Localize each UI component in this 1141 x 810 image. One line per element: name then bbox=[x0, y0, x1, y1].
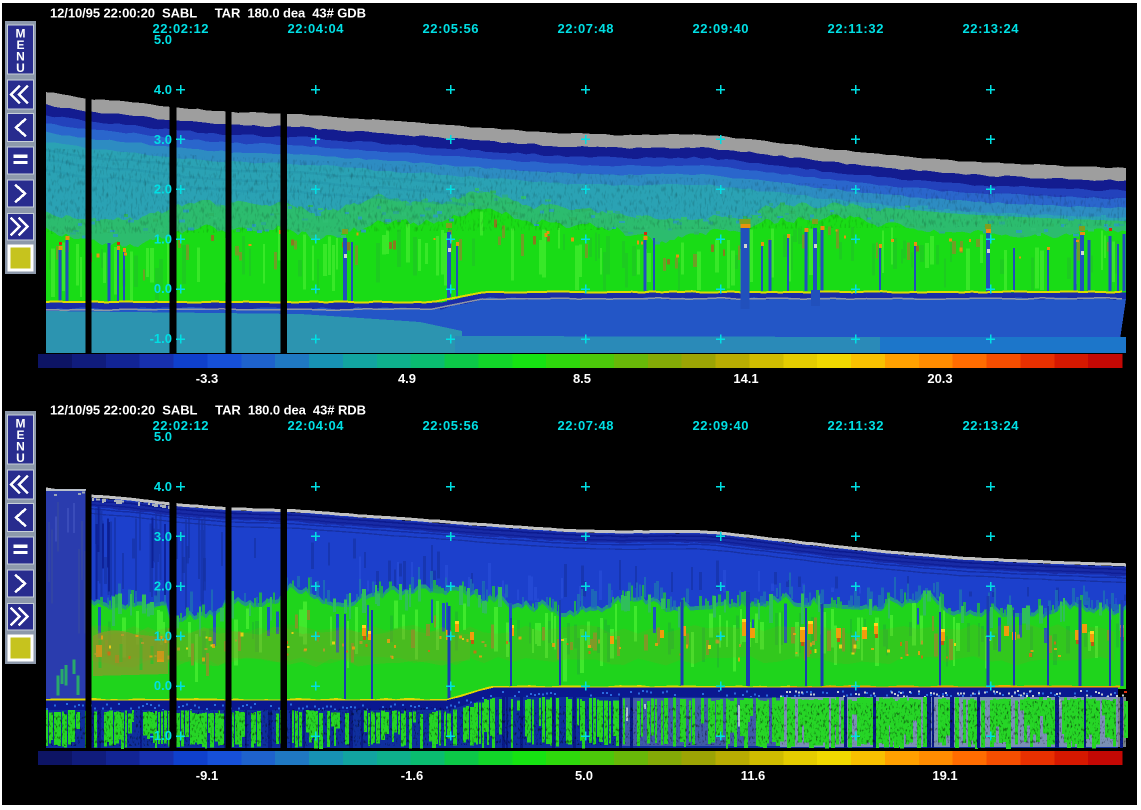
svg-text:12/10/95 22:00:20 SABL TA: 12/10/95 22:00:20 SABL TAR 180.0 dea 43#… bbox=[50, 403, 366, 418]
svg-text:22:09:40: 22:09:40 bbox=[693, 21, 749, 36]
svg-text:4.0: 4.0 bbox=[154, 82, 172, 97]
svg-text:5.0: 5.0 bbox=[575, 768, 593, 783]
svg-text:N: N bbox=[16, 50, 25, 64]
svg-text:-3.3: -3.3 bbox=[196, 371, 218, 386]
svg-text:-1.0: -1.0 bbox=[150, 728, 172, 743]
svg-text:2.0: 2.0 bbox=[154, 182, 172, 197]
svg-text:22:09:40: 22:09:40 bbox=[693, 418, 749, 433]
svg-text:3.0: 3.0 bbox=[154, 529, 172, 544]
svg-text:-9.1: -9.1 bbox=[196, 768, 218, 783]
svg-text:4.0: 4.0 bbox=[154, 479, 172, 494]
svg-text:U: U bbox=[16, 451, 25, 465]
svg-text:22:07:48: 22:07:48 bbox=[558, 418, 614, 433]
svg-text:22:07:48: 22:07:48 bbox=[558, 21, 614, 36]
svg-text:22:13:24: 22:13:24 bbox=[963, 21, 1020, 36]
svg-text:22:05:56: 22:05:56 bbox=[423, 21, 479, 36]
svg-text:4.9: 4.9 bbox=[398, 371, 416, 386]
svg-text:-1.6: -1.6 bbox=[401, 768, 423, 783]
svg-text:22:11:32: 22:11:32 bbox=[828, 21, 884, 36]
svg-text:22:11:32: 22:11:32 bbox=[828, 418, 884, 433]
svg-text:5.0: 5.0 bbox=[154, 429, 172, 444]
svg-text:8.5: 8.5 bbox=[573, 371, 591, 386]
svg-text:5.0: 5.0 bbox=[154, 32, 172, 47]
svg-text:22:05:56: 22:05:56 bbox=[423, 418, 479, 433]
svg-text:0.0: 0.0 bbox=[154, 678, 172, 693]
svg-text:N: N bbox=[16, 440, 25, 454]
svg-text:22:02:12: 22:02:12 bbox=[153, 418, 209, 433]
svg-text:M: M bbox=[16, 27, 26, 41]
svg-text:20.3: 20.3 bbox=[927, 371, 952, 386]
svg-text:14.1: 14.1 bbox=[733, 371, 758, 386]
svg-text:22:04:04: 22:04:04 bbox=[288, 418, 345, 433]
svg-text:3.0: 3.0 bbox=[154, 132, 172, 147]
svg-text:E: E bbox=[16, 428, 24, 442]
svg-text:1.0: 1.0 bbox=[154, 231, 172, 246]
svg-text:19.1: 19.1 bbox=[932, 768, 957, 783]
svg-text:22:04:04: 22:04:04 bbox=[288, 21, 345, 36]
svg-text:M: M bbox=[16, 417, 26, 431]
svg-text:22:13:24: 22:13:24 bbox=[963, 418, 1020, 433]
svg-text:E: E bbox=[16, 38, 24, 52]
svg-text:0.0: 0.0 bbox=[154, 281, 172, 296]
svg-text:22:02:12: 22:02:12 bbox=[153, 21, 209, 36]
svg-text:-1.0: -1.0 bbox=[150, 331, 172, 346]
svg-text:1.0: 1.0 bbox=[154, 628, 172, 643]
svg-text:2.0: 2.0 bbox=[154, 579, 172, 594]
svg-text:12/10/95 22:00:20 SABL TA: 12/10/95 22:00:20 SABL TAR 180.0 dea 43#… bbox=[50, 6, 366, 21]
svg-text:11.6: 11.6 bbox=[741, 768, 766, 783]
svg-text:U: U bbox=[16, 61, 25, 75]
